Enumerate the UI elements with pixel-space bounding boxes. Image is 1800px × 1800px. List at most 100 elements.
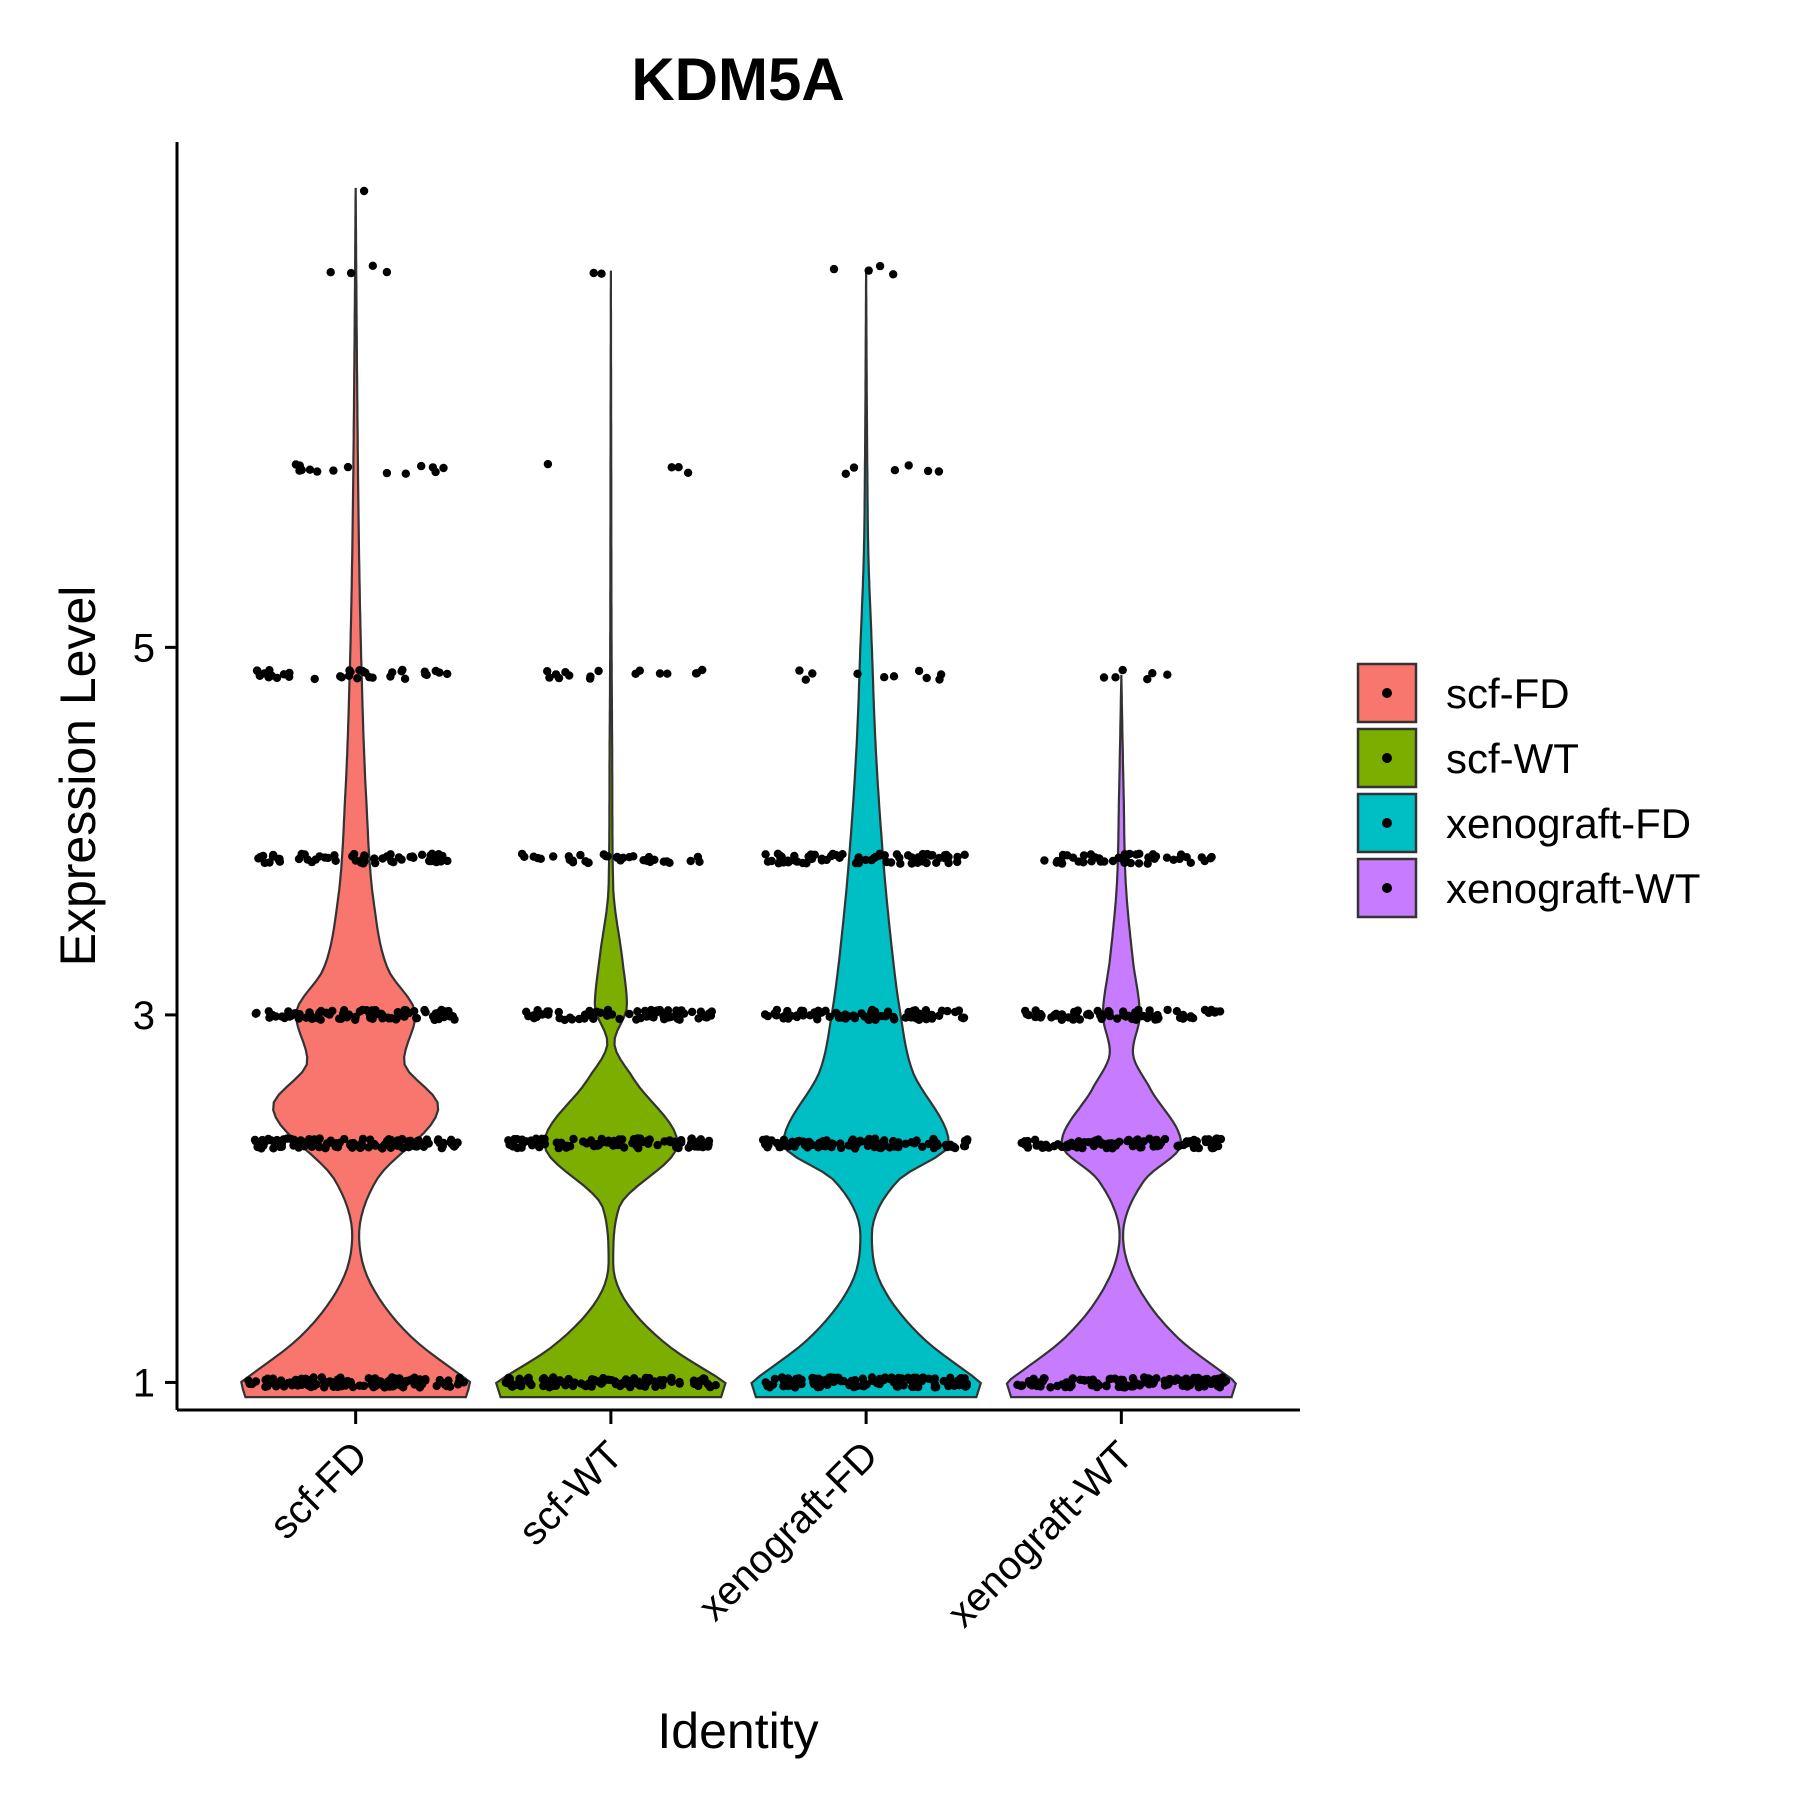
- x-tick-label: xenograft-FD: [690, 1433, 886, 1629]
- data-point: [674, 463, 683, 472]
- data-point: [1039, 1374, 1049, 1383]
- data-point: [1131, 1378, 1140, 1388]
- x-axis-title: Identity: [657, 1703, 818, 1759]
- data-point: [432, 857, 441, 867]
- data-point: [1058, 850, 1068, 860]
- data-point: [1105, 1011, 1115, 1021]
- data-point: [399, 1383, 408, 1392]
- data-point: [358, 1134, 368, 1144]
- data-point: [279, 670, 289, 679]
- data-point: [650, 855, 659, 864]
- data-point: [437, 1005, 446, 1015]
- data-point: [1093, 1006, 1102, 1016]
- data-point: [1173, 1141, 1182, 1151]
- data-point: [645, 1374, 654, 1383]
- data-point: [386, 850, 395, 859]
- data-point: [1125, 849, 1134, 859]
- data-point: [412, 1014, 422, 1023]
- data-point: [889, 270, 898, 279]
- data-point: [403, 1137, 413, 1146]
- data-point: [446, 1138, 455, 1147]
- data-point: [252, 666, 262, 675]
- data-point: [336, 672, 345, 681]
- data-point: [383, 1013, 393, 1022]
- data-point: [960, 850, 969, 859]
- data-point: [706, 1011, 716, 1020]
- data-point: [560, 1015, 569, 1025]
- data-point: [397, 855, 406, 864]
- data-point: [899, 1381, 908, 1390]
- data-point: [504, 1136, 513, 1145]
- data-point: [1212, 1135, 1221, 1145]
- data-point: [443, 669, 452, 679]
- data-point: [868, 1376, 877, 1386]
- data-point: [1210, 1008, 1220, 1017]
- data-point: [297, 1380, 307, 1390]
- data-point: [853, 669, 862, 678]
- data-point: [923, 466, 933, 476]
- data-point: [309, 1381, 318, 1390]
- data-point: [597, 269, 606, 278]
- data-point: [371, 1141, 380, 1150]
- data-point: [953, 852, 962, 862]
- data-point: [577, 1379, 586, 1388]
- data-point: [1135, 849, 1144, 858]
- data-point: [770, 1374, 780, 1384]
- data-point: [378, 1144, 387, 1153]
- data-point: [909, 1006, 918, 1015]
- data-point: [773, 849, 783, 858]
- data-point: [629, 1135, 639, 1144]
- data-point: [565, 855, 574, 865]
- data-point: [1052, 1009, 1061, 1018]
- violin-xenograft-FD: [750, 270, 983, 1399]
- data-point: [1071, 1009, 1080, 1019]
- data-point: [1162, 853, 1172, 862]
- data-point: [1113, 1014, 1122, 1023]
- data-point: [331, 856, 340, 865]
- data-point: [667, 1377, 676, 1387]
- data-point: [549, 852, 558, 861]
- data-point: [809, 1380, 819, 1389]
- y-tick-label: 5: [133, 626, 155, 670]
- data-point: [881, 1012, 890, 1021]
- data-point: [582, 1139, 591, 1148]
- data-point: [922, 673, 931, 683]
- data-point: [795, 666, 804, 675]
- data-point: [1120, 858, 1129, 867]
- data-point: [1137, 1143, 1146, 1152]
- violin-scf-FD: [240, 187, 472, 1399]
- data-point: [792, 1139, 801, 1148]
- data-point: [322, 1008, 331, 1017]
- data-point: [323, 853, 333, 863]
- data-point: [838, 850, 847, 859]
- data-point: [687, 1134, 696, 1143]
- data-point: [1149, 1142, 1158, 1151]
- data-point: [760, 1010, 770, 1019]
- data-point: [426, 851, 435, 860]
- data-point: [764, 1141, 773, 1150]
- data-point: [629, 852, 638, 861]
- data-point: [779, 1012, 789, 1021]
- data-point: [364, 1143, 373, 1152]
- data-point: [270, 1378, 280, 1387]
- data-point: [1083, 1010, 1092, 1019]
- data-point: [1190, 1139, 1199, 1149]
- data-point: [850, 1382, 860, 1391]
- data-point: [413, 1377, 422, 1387]
- data-point: [351, 1015, 360, 1024]
- data-point: [1207, 852, 1216, 862]
- data-point: [359, 186, 369, 196]
- data-point: [705, 1382, 715, 1392]
- data-point: [543, 667, 552, 676]
- data-point: [326, 268, 335, 277]
- data-point: [448, 1012, 458, 1021]
- legend-key-dot: [1382, 818, 1392, 828]
- data-point: [676, 1136, 686, 1145]
- data-point: [957, 1378, 966, 1387]
- data-point: [763, 857, 773, 866]
- x-tick-label: xenograft-WT: [939, 1433, 1141, 1635]
- data-point: [1105, 1374, 1114, 1384]
- data-point: [1118, 1375, 1128, 1385]
- data-point: [1148, 669, 1157, 678]
- data-point: [517, 849, 527, 859]
